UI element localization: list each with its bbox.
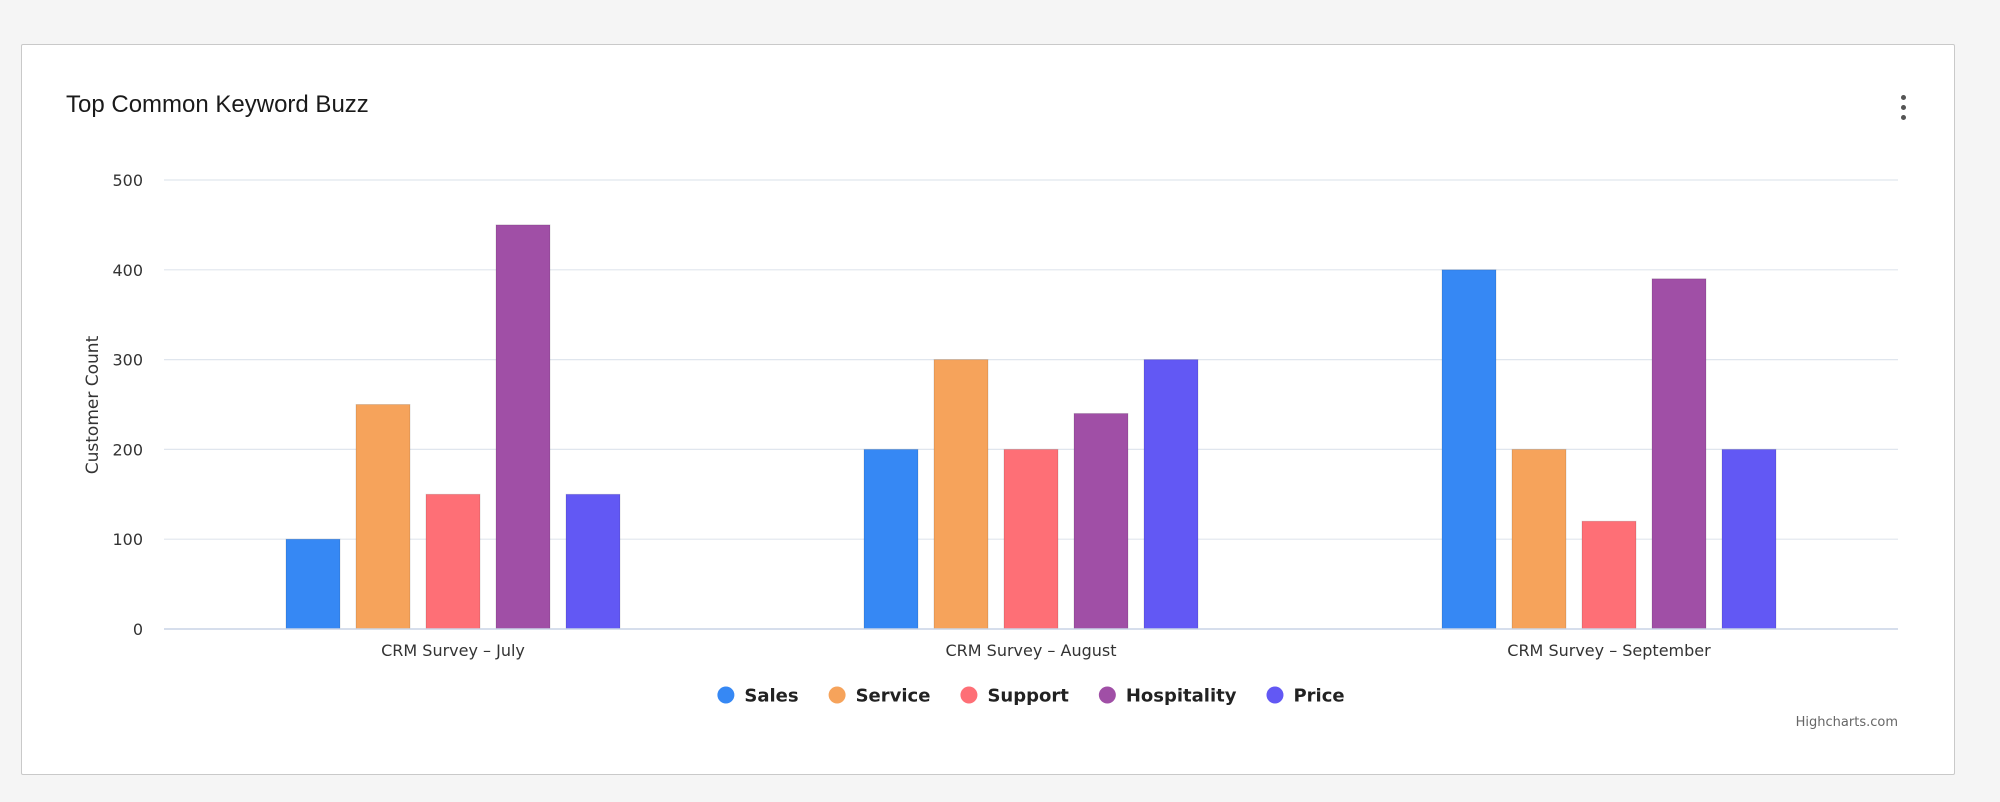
bar-hospitality-2[interactable] [1073, 412, 1129, 630]
legend: Sales Service Support Hospitality Price [717, 686, 1345, 707]
legend-symbol [1098, 686, 1116, 704]
y-tick-label: 400 [112, 261, 143, 280]
chart-title: Top Common Keyword Buzz [66, 91, 369, 118]
credits-link[interactable]: Highcharts.com [1796, 715, 1898, 730]
legend-item-price[interactable]: Price [1266, 686, 1345, 707]
bar-sales-2[interactable] [863, 448, 919, 630]
bar-service-3[interactable] [1511, 448, 1567, 630]
bar-support-3[interactable] [1581, 520, 1637, 630]
legend-symbol [828, 686, 846, 704]
bar-service-1[interactable] [355, 404, 411, 630]
y-axis-label: Customer Count [83, 335, 103, 474]
legend-symbol [1266, 686, 1284, 704]
y-tick-label: 300 [112, 351, 143, 370]
legend-item-service[interactable]: Service [828, 686, 931, 707]
legend-symbol [717, 686, 735, 704]
bars [285, 224, 1777, 630]
legend-item-hospitality[interactable]: Hospitality [1098, 686, 1237, 707]
y-tick-label: 0 [133, 620, 143, 639]
y-tick-label: 500 [112, 171, 143, 190]
bar-price-2[interactable] [1143, 359, 1199, 630]
bar-sales-3[interactable] [1441, 269, 1497, 630]
bar-support-2[interactable] [1003, 448, 1059, 630]
y-tick-label: 100 [112, 530, 143, 549]
bar-hospitality-1[interactable] [495, 224, 551, 630]
y-tick-label: 200 [112, 440, 143, 459]
legend-label: Service [856, 686, 931, 707]
legend-symbol [960, 686, 978, 704]
legend-item-support[interactable]: Support [960, 686, 1069, 707]
x-tick-label: CRM Survey – August [946, 641, 1117, 660]
y-axis-ticks: 0 100 200 300 400 500 [112, 171, 143, 639]
bar-support-1[interactable] [425, 493, 481, 630]
legend-label: Price [1293, 686, 1344, 707]
legend-label: Support [987, 686, 1069, 707]
bar-sales-1[interactable] [285, 538, 341, 630]
x-tick-label: CRM Survey – September [1507, 641, 1711, 660]
bar-price-3[interactable] [1721, 448, 1777, 630]
legend-label: Hospitality [1126, 686, 1237, 707]
x-tick-label: CRM Survey – July [381, 641, 525, 660]
bar-service-2[interactable] [933, 359, 989, 630]
bar-price-1[interactable] [565, 493, 621, 630]
legend-label: Sales [744, 686, 798, 707]
legend-item-sales[interactable]: Sales [717, 686, 799, 707]
x-axis-ticks: CRM Survey – July CRM Survey – August CRM … [381, 641, 1711, 660]
bar-hospitality-3[interactable] [1651, 278, 1707, 630]
more-vertical-icon[interactable] [1892, 93, 1916, 123]
